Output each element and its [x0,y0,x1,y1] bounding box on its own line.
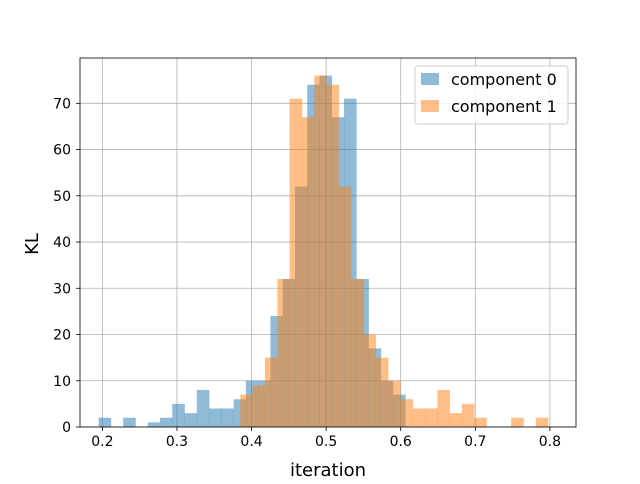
y-axis-label: KL [22,233,43,255]
x-tick-label: 0.8 [539,434,561,450]
y-tick-label: 20 [53,328,71,344]
bar-component-1 [400,399,413,427]
bar-component-1 [461,403,475,427]
x-tick-label: 0.4 [240,434,262,450]
bar-component-0 [159,417,173,427]
bar-component-1 [252,385,266,427]
x-axis-ticks: 0.2 0.3 0.4 0.5 0.6 0.7 0.8 [91,427,561,450]
x-tick-label: 0.2 [91,434,113,450]
bar-component-1 [289,98,303,428]
bar-component-1 [449,413,463,427]
x-tick-label: 0.3 [166,434,188,450]
y-tick-label: 40 [53,235,71,251]
y-tick-label: 60 [53,143,71,159]
bar-component-1 [351,279,364,427]
x-tick-label: 0.7 [464,434,486,450]
bar-component-1 [277,279,290,427]
legend-swatch-component-1 [421,100,439,112]
bar-component-1 [474,417,487,427]
bar-component-1 [412,408,426,427]
y-tick-label: 30 [53,281,71,297]
legend-label-component-1: component 1 [451,97,557,116]
bar-component-1 [511,417,524,427]
bar-component-1 [363,334,377,427]
bar-component-0 [209,408,222,427]
y-tick-label: 0 [62,420,71,436]
bar-component-0 [172,403,185,427]
bar-component-1 [301,117,315,427]
bar-component-1 [535,417,549,427]
bar-component-1 [388,380,401,427]
x-axis-label: iteration [290,460,366,480]
bar-component-0 [98,417,112,427]
bar-component-1 [326,84,340,427]
bar-component-1 [264,357,278,427]
bar-component-0 [221,408,234,427]
bar-component-0 [196,390,210,427]
y-tick-label: 50 [53,189,71,205]
series-component-1 [240,75,549,428]
bar-component-1 [240,394,253,427]
bar-component-0 [147,422,161,427]
bar-component-1 [437,390,450,427]
y-tick-label: 10 [53,374,71,390]
legend-box [414,65,569,125]
y-tick-label: 70 [53,96,71,112]
legend-swatch-component-0 [421,73,439,85]
bar-component-1 [338,186,352,427]
y-axis-ticks: 0 10 20 30 40 50 60 70 [53,96,80,436]
plot-frame [79,57,577,428]
bar-component-1 [375,357,389,427]
bar-component-1 [314,75,327,428]
legend-label-component-0: component 0 [451,70,557,89]
bar-component-1 [424,408,438,427]
x-tick-label: 0.6 [390,434,412,450]
x-tick-label: 0.5 [315,434,337,450]
legend: component 0 component 1 [414,65,569,125]
bar-component-0 [123,417,136,427]
bar-component-0 [184,413,198,427]
